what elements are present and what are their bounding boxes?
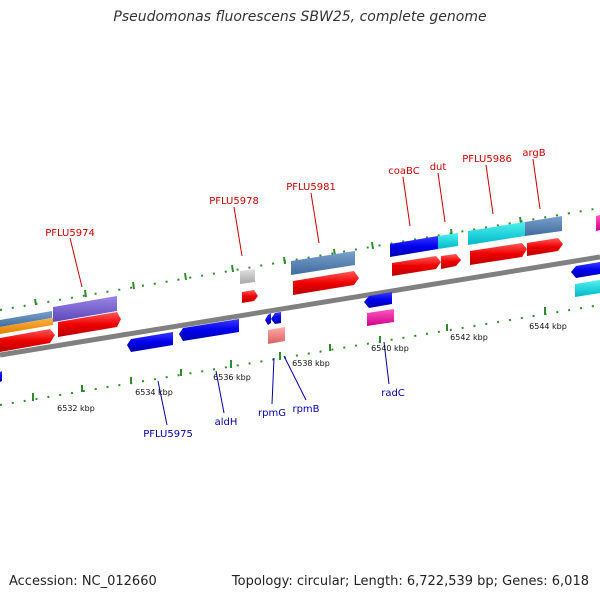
gene-block	[268, 327, 285, 344]
genome-summary-text: Topology: circular; Length: 6,722,539 bp…	[231, 574, 589, 589]
gene-label: PFLU5975	[143, 429, 193, 440]
reverse-gene-arrows	[0, 262, 600, 382]
gene-arrow	[58, 312, 121, 337]
gene-arrow	[364, 292, 392, 308]
reverse-tick-track	[0, 304, 600, 406]
gene-block	[438, 233, 458, 249]
gene-arrow	[242, 290, 258, 303]
gene-label: PFLU5978	[209, 196, 259, 207]
scale-label: 6538 kbp	[292, 359, 330, 368]
gene-block	[596, 215, 600, 231]
forward-cog-blocks	[0, 215, 600, 334]
scale-label: 6536 kbp	[213, 373, 251, 382]
scale-label: 6540 kbp	[371, 344, 409, 353]
label-leaders	[69, 158, 541, 426]
gene-block	[390, 236, 438, 257]
accession-text: Accession: NC_012660	[9, 574, 157, 589]
gene-block	[468, 222, 525, 245]
gene-label: PFLU5974	[45, 228, 95, 239]
gene-block	[525, 216, 562, 236]
gene-block	[367, 309, 394, 326]
gene-block	[240, 269, 255, 284]
gene-block	[291, 251, 355, 275]
forward-gene-arrows	[0, 238, 563, 352]
gene-block	[0, 318, 53, 334]
gene-arrow	[470, 243, 527, 265]
gene-arrow	[293, 271, 359, 295]
reverse-cog-blocks	[268, 280, 600, 344]
gene-arrow	[392, 256, 441, 276]
scale-label: 6532 kbp	[57, 404, 95, 413]
forward-tick-track	[0, 207, 600, 311]
reverse-gene-labels: PFLU5975 aldH rpmG rpmB radC	[143, 388, 405, 440]
scale-label: 6534 kbp	[135, 388, 173, 397]
gene-label: PFLU5981	[286, 182, 336, 193]
scale-label: 6542 kbp	[450, 333, 488, 342]
scale-label: 6544 kbp	[529, 322, 567, 331]
gene-label: rpmB	[292, 404, 319, 415]
gene-block	[0, 311, 52, 327]
gene-label: argB	[522, 148, 545, 159]
gene-block	[53, 296, 117, 322]
gene-label: coaBC	[388, 166, 419, 177]
gene-arrow	[0, 371, 2, 382]
gene-arrow	[441, 254, 461, 269]
map-title: Pseudomonas fluorescens SBW25, complete …	[113, 9, 487, 25]
gene-arrow	[265, 313, 271, 325]
gene-arrow	[271, 312, 281, 324]
gene-label: aldH	[215, 417, 238, 428]
genome-backbone	[0, 254, 600, 358]
gene-arrow	[127, 332, 173, 352]
gene-label: PFLU5986	[462, 154, 512, 165]
gene-label: radC	[381, 388, 405, 399]
gene-block	[575, 280, 600, 297]
gene-label: rpmG	[258, 408, 286, 419]
gene-label: dut	[430, 162, 447, 173]
gene-arrow	[571, 262, 600, 278]
forward-gene-labels: PFLU5974 PFLU5978 PFLU5981 coaBC dut PFL…	[45, 148, 546, 239]
gene-arrow	[179, 319, 239, 341]
gene-arrow	[527, 238, 563, 256]
scale-labels: 6532 kbp 6534 kbp 6536 kbp 6538 kbp 6540…	[57, 322, 567, 413]
gene-arrow	[0, 329, 55, 352]
